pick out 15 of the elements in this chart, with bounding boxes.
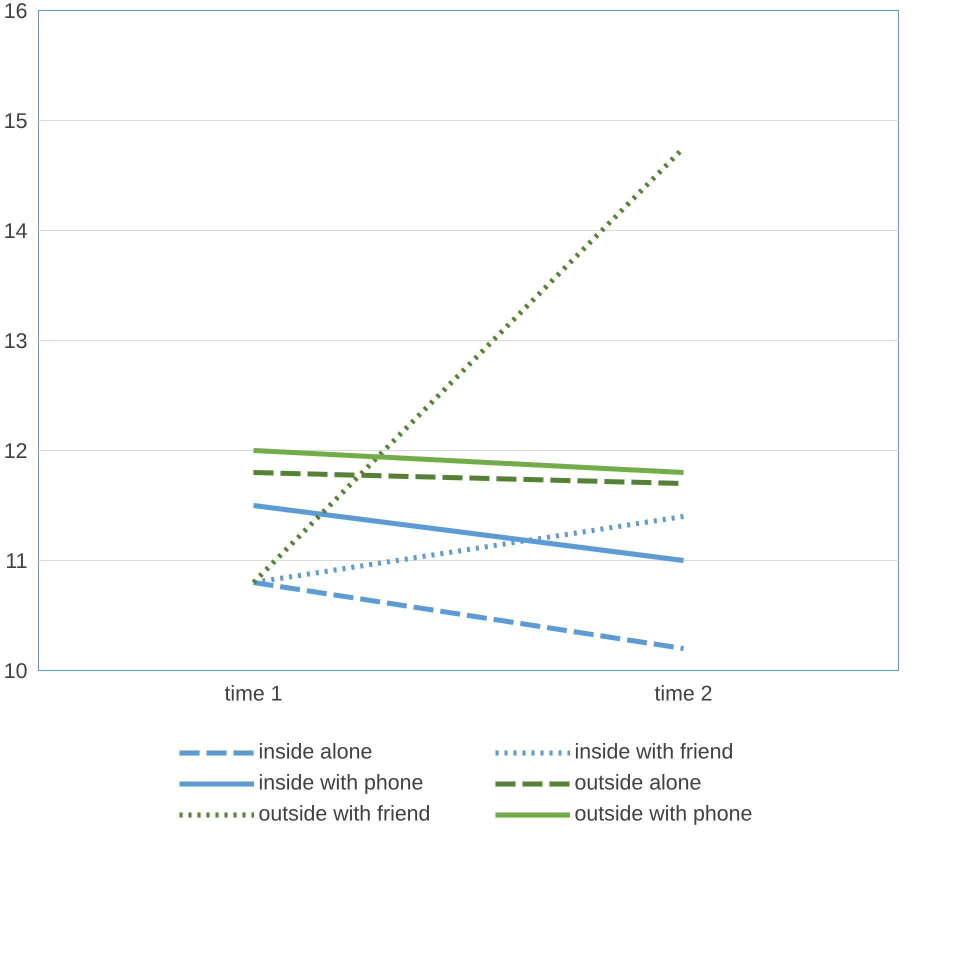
y-tick-label: 12 [4,439,28,463]
legend-label: outside alone [574,770,702,796]
y-tick-label: 13 [4,329,28,353]
y-tick-label: 11 [5,549,28,573]
y-tick-label: 14 [4,219,28,243]
x-tick-label: time 1 [224,682,283,706]
legend-label: inside with friend [574,740,734,764]
y-tick-label: 16 [4,0,28,23]
x-tick-label: time 2 [654,682,713,706]
y-tick-label: 15 [4,109,28,133]
y-tick-label: 10 [4,659,28,683]
legend-label: inside alone [258,740,374,764]
legend-label: outside with friend [258,802,432,826]
legend-label: inside with phone [258,770,424,796]
legend-label: outside with phone [574,802,754,826]
